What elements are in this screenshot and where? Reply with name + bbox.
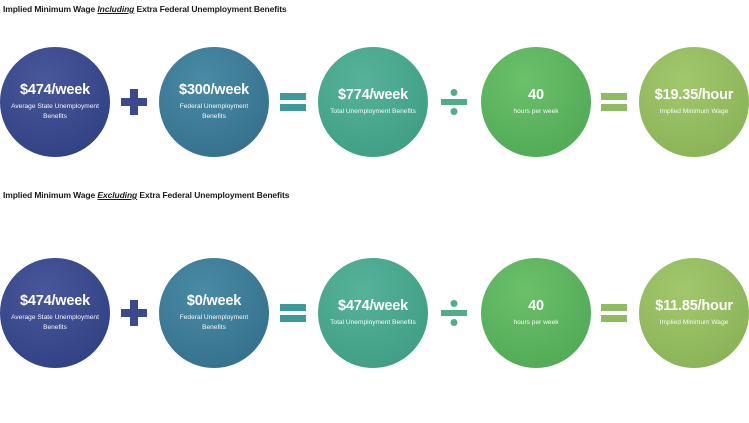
circle-label: Total Unemployment Benefits bbox=[330, 108, 416, 115]
equation-row-including: $474/week Average State Unemployment Ben… bbox=[0, 47, 749, 157]
circle-label: hours per week bbox=[513, 108, 559, 115]
circle-implied-minimum-wage: $19.35/hour Implied Minimum Wage bbox=[639, 47, 749, 157]
equals-icon bbox=[280, 93, 306, 111]
circle-value: $474/week bbox=[20, 293, 90, 309]
divide-icon bbox=[441, 89, 467, 115]
circle-total-benefits: $774/week Total Unemployment Benefits bbox=[318, 47, 428, 157]
circle-label: Federal Unemployment Benefits bbox=[179, 103, 249, 120]
circle-value: 40 bbox=[528, 298, 544, 314]
divide-icon bbox=[441, 300, 467, 326]
equation-row-excluding: $474/week Average State Unemployment Ben… bbox=[0, 258, 749, 368]
circle-value: $774/week bbox=[338, 87, 408, 103]
circle-label: hours per week bbox=[513, 319, 559, 326]
circle-hours-per-week: 40 hours per week bbox=[481, 47, 591, 157]
circle-label: Implied Minimum Wage bbox=[659, 319, 729, 326]
circle-value: $474/week bbox=[20, 82, 90, 98]
circle-federal-benefits: $0/week Federal Unemployment Benefits bbox=[159, 258, 269, 368]
circle-value: $11.85/hour bbox=[655, 298, 733, 314]
equals-icon bbox=[601, 93, 627, 111]
equals-icon bbox=[280, 304, 306, 322]
circle-total-benefits: $474/week Total Unemployment Benefits bbox=[318, 258, 428, 368]
section-title-including: Implied Minimum Wage Including Extra Fed… bbox=[3, 4, 287, 14]
circle-implied-minimum-wage: $11.85/hour Implied Minimum Wage bbox=[639, 258, 749, 368]
equals-icon bbox=[601, 304, 627, 322]
circle-hours-per-week: 40 hours per week bbox=[481, 258, 591, 368]
circle-value: $19.35/hour bbox=[654, 87, 734, 103]
circle-label: Federal Unemployment Benefits bbox=[179, 314, 249, 331]
circle-label: Average State Unemployment Benefits bbox=[11, 103, 99, 120]
circle-value: $300/week bbox=[179, 82, 249, 98]
circle-label: Total Unemployment Benefits bbox=[330, 319, 416, 326]
circle-label: Average State Unemployment Benefits bbox=[11, 314, 99, 331]
section-title-excluding: Implied Minimum Wage Excluding Extra Fed… bbox=[3, 190, 290, 200]
circle-federal-benefits: $300/week Federal Unemployment Benefits bbox=[159, 47, 269, 157]
circle-avg-state-benefits: $474/week Average State Unemployment Ben… bbox=[0, 258, 110, 368]
circle-value: 40 bbox=[528, 87, 544, 103]
plus-icon bbox=[121, 300, 147, 326]
plus-icon bbox=[121, 89, 147, 115]
circle-label: Implied Minimum Wage bbox=[659, 108, 729, 115]
circle-avg-state-benefits: $474/week Average State Unemployment Ben… bbox=[0, 47, 110, 157]
circle-value: $0/week bbox=[186, 293, 242, 309]
circle-value: $474/week bbox=[338, 298, 408, 314]
